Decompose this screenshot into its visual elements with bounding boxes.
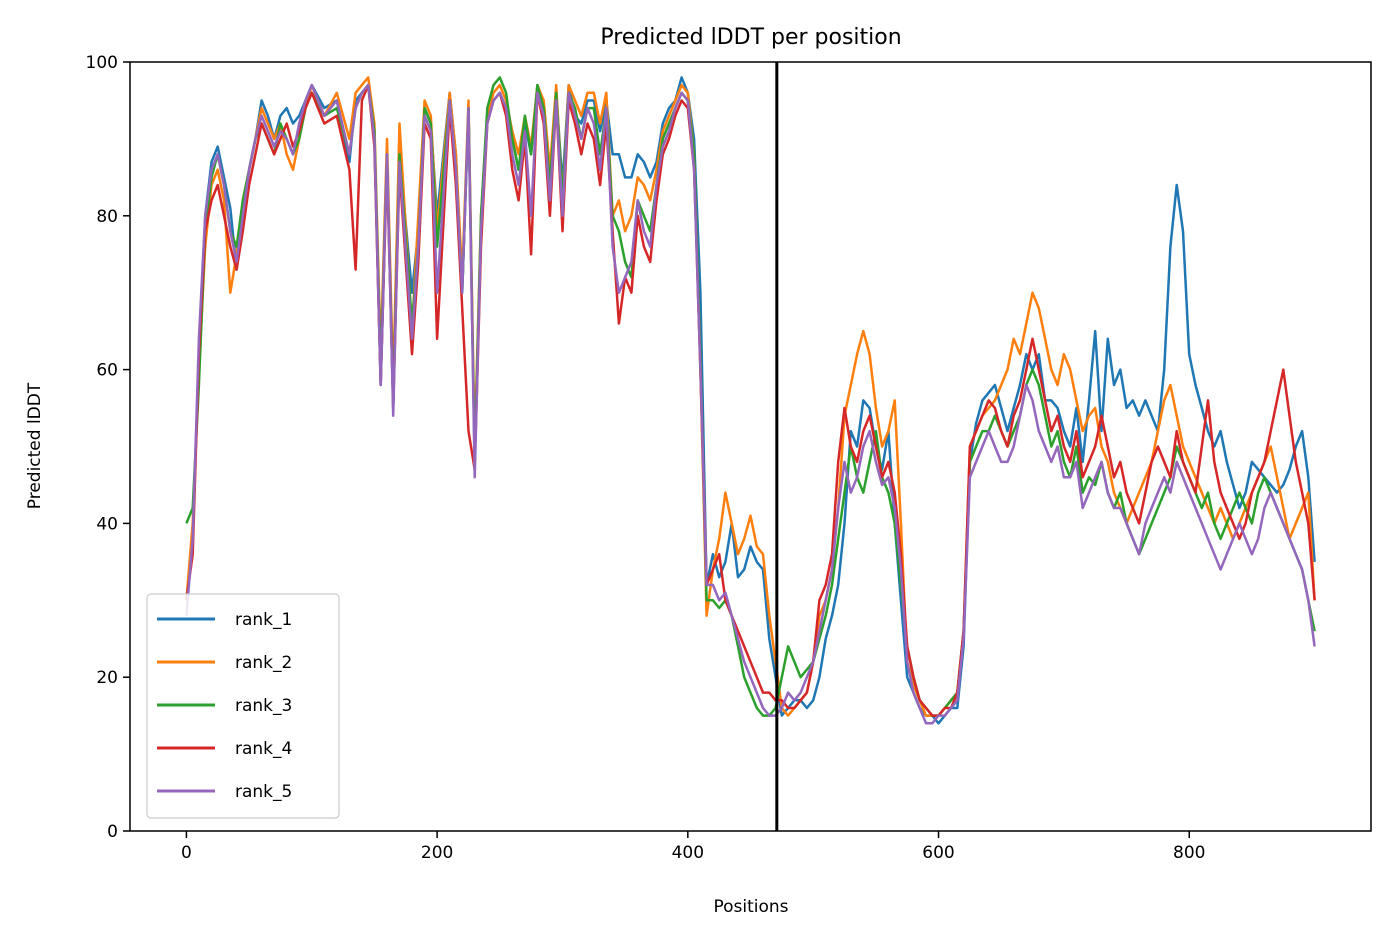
y-axis-ticks: 0 20 40 60 80 100 — [86, 53, 130, 842]
x-axis-label: Positions — [713, 897, 788, 917]
y-tick-label: 20 — [96, 668, 118, 688]
x-tick-label: 400 — [672, 843, 704, 863]
x-axis-ticks: 0 200 400 600 800 — [181, 831, 1205, 863]
series-line-rank-1 — [185, 76, 1316, 725]
plot-area — [129, 61, 1372, 832]
chart-title: Predicted lDDT per position — [600, 25, 901, 50]
y-tick-label: 40 — [96, 514, 118, 534]
series-line-rank-3 — [185, 76, 1316, 717]
series-layer — [185, 76, 1316, 725]
legend-label-rank-2: rank_2 — [235, 653, 292, 673]
axes-frame — [129, 61, 1372, 832]
legend-label-rank-3: rank_3 — [235, 696, 292, 716]
x-tick-label: 200 — [421, 843, 453, 863]
x-tick-label: 600 — [922, 843, 954, 863]
legend-label-rank-5: rank_5 — [235, 782, 292, 802]
y-axis-label: Predicted lDDT — [25, 382, 45, 509]
legend-box — [146, 593, 340, 819]
legend-label-rank-1: rank_1 — [235, 610, 292, 630]
x-tick-label: 800 — [1173, 843, 1205, 863]
y-tick-label: 0 — [107, 822, 118, 842]
x-tick-label: 0 — [181, 843, 192, 863]
legend-label-rank-4: rank_4 — [235, 739, 292, 759]
y-tick-label: 80 — [96, 207, 118, 227]
legend: rank_1 rank_2 rank_3 rank_4 rank_5 — [146, 593, 340, 819]
y-tick-label: 100 — [86, 53, 118, 73]
series-line-rank-2 — [185, 76, 1316, 717]
series-line-rank-5 — [185, 83, 1316, 725]
y-tick-label: 60 — [96, 361, 118, 381]
